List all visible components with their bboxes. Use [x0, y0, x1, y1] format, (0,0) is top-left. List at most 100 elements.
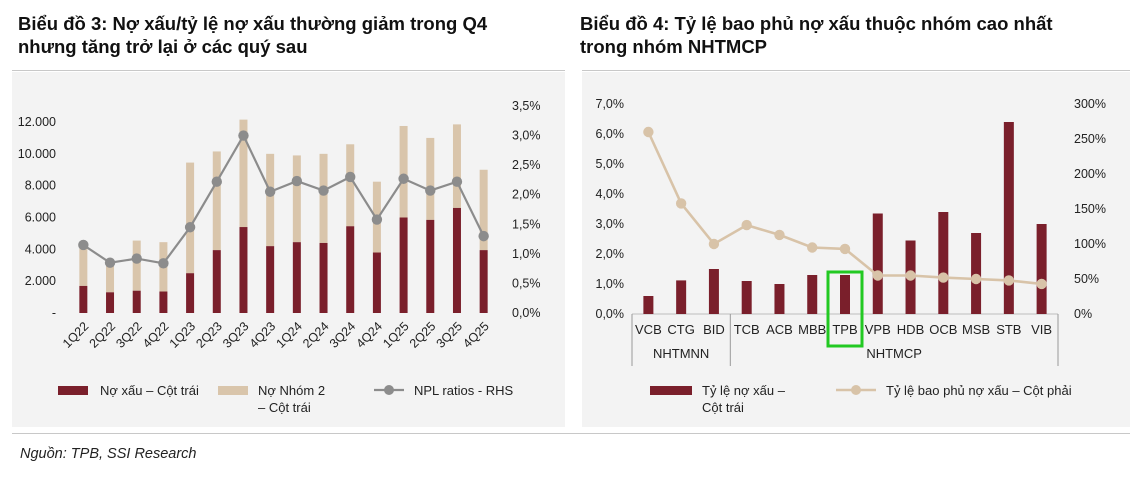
x-tick-label: 1Q23 — [167, 319, 199, 351]
x-tick-label: VPB — [865, 322, 891, 337]
group2-bar — [426, 137, 435, 220]
x-tick-label: MBB — [798, 322, 826, 337]
group2-bar — [346, 144, 355, 227]
x-tick-label: 3Q24 — [327, 319, 359, 351]
right-tick-label: 3,5% — [512, 99, 541, 113]
x-tick-label: 3Q25 — [434, 319, 466, 351]
npl-bar — [239, 227, 248, 313]
group2-bar — [106, 263, 115, 293]
npl-bar — [452, 207, 461, 313]
legend-ratio-label: NPL ratios - RHS — [414, 383, 514, 398]
x-tick-label: 1Q24 — [273, 319, 305, 351]
npl-ratio-point — [451, 176, 463, 187]
npl-bar — [372, 252, 381, 313]
npl-ratio-point — [104, 257, 116, 268]
left-tick-label: 5,0% — [596, 157, 625, 171]
right-tick-label: 0% — [1074, 307, 1092, 321]
chart4-title: Biểu đồ 4: Tỷ lệ bao phủ nợ xấu thuộc nh… — [580, 12, 1140, 58]
right-tick-label: 50% — [1074, 272, 1099, 286]
npl-ratio-bar — [872, 213, 883, 314]
npl-bar — [266, 246, 275, 313]
x-tick-label: 2Q25 — [407, 319, 439, 351]
legend-coverage-marker — [851, 385, 861, 395]
legend-group2-label: Nợ Nhóm 2 — [258, 383, 325, 398]
npl-ratio-bar — [938, 212, 949, 314]
npl-bar — [159, 291, 168, 313]
x-tick-label: TPB — [832, 322, 857, 337]
npl-ratio-point — [211, 176, 222, 187]
coverage-point — [708, 238, 720, 250]
chart3-title-divider — [12, 70, 565, 71]
source-note: Nguồn: TPB, SSI Research — [20, 446, 197, 462]
npl-bar — [186, 273, 195, 313]
legend-ratio-marker — [384, 385, 394, 395]
left-tick-label: 3,0% — [596, 217, 625, 231]
left-tick-label: 4,0% — [596, 187, 625, 201]
chart4-panel: 0,0% 1,0% 2,0% 3,0% 4,0% 5,0% 6,0% 7,0% 0% 50% 100… — [582, 72, 1130, 427]
legend-npl-label: Tỷ lệ nợ xấu – — [702, 383, 786, 398]
coverage-point — [675, 198, 687, 209]
chart4-title-divider — [582, 70, 1130, 71]
x-tick-label: CTG — [667, 322, 694, 337]
left-tick-label: 4.000 — [25, 242, 56, 256]
right-tick-label: 200% — [1074, 167, 1106, 181]
chart3-svg: - 2.000 4.000 6.000 8.000 10.000 12.000 0,0% 0,5… — [18, 99, 541, 415]
right-tick-label: 2,5% — [512, 158, 541, 172]
group2-bar — [239, 119, 248, 228]
x-tick-label: BID — [703, 322, 725, 337]
legend-npl-swatch — [650, 386, 692, 395]
left-tick-label: 0,0% — [596, 307, 625, 321]
coverage-point — [905, 270, 916, 281]
group2-bar — [292, 155, 301, 243]
coverage-point — [807, 242, 818, 253]
left-tick-label: 12.000 — [18, 115, 56, 129]
npl-ratio-point — [345, 171, 356, 183]
x-tick-label: STB — [996, 322, 1021, 337]
group2-bar — [186, 162, 195, 274]
x-tick-label: 4Q24 — [353, 319, 385, 351]
x-tick-label: OCB — [929, 322, 957, 337]
x-tick-label: MSB — [962, 322, 990, 337]
npl-bar — [479, 250, 488, 313]
npl-ratio-point — [425, 185, 436, 196]
x-tick-label: ACB — [766, 322, 793, 337]
right-tick-label: 300% — [1074, 97, 1106, 111]
coverage-point — [643, 126, 654, 138]
npl-bar — [79, 285, 88, 313]
group-label: NHTMNN — [653, 346, 709, 361]
left-tick-label: 7,0% — [596, 97, 625, 111]
x-tick-label: 2Q23 — [193, 319, 225, 351]
npl-ratio-bar — [676, 280, 687, 314]
npl-bar — [106, 292, 115, 313]
legend-npl-label: Nợ xấu – Cột trái — [100, 383, 199, 398]
group2-bar — [212, 151, 221, 251]
chart3-title: Biểu đồ 3: Nợ xấu/tỷ lệ nợ xấu thường gi… — [18, 12, 558, 58]
x-tick-label: 3Q22 — [113, 319, 145, 351]
npl-ratio-bar — [708, 269, 719, 314]
left-tick-label: 10.000 — [18, 147, 56, 161]
coverage-point — [938, 272, 949, 283]
left-tick-label: 2,0% — [596, 247, 625, 261]
npl-ratio-point — [318, 185, 329, 196]
coverage-point — [1036, 278, 1047, 290]
title-line-0: Biểu đồ 3: Nợ xấu/tỷ lệ nợ xấu thường gi… — [18, 13, 488, 34]
tpb-highlight-box — [826, 270, 864, 348]
left-tick-label: - — [52, 306, 56, 320]
npl-bar — [426, 219, 435, 313]
x-tick-label: 2Q24 — [300, 319, 332, 351]
npl-bar — [132, 290, 141, 313]
x-tick-label: TCB — [734, 322, 760, 337]
right-tick-label: 100% — [1074, 237, 1106, 251]
chart3-panel: - 2.000 4.000 6.000 8.000 10.000 12.000 0,0% 0,5… — [12, 72, 565, 427]
chart4-svg: 0,0% 1,0% 2,0% 3,0% 4,0% 5,0% 6,0% 7,0% 0% 50% 100… — [596, 97, 1106, 415]
group2-bar — [399, 125, 408, 218]
x-tick-label: VIB — [1031, 322, 1052, 337]
right-tick-label: 0,0% — [512, 306, 541, 320]
x-tick-label: 4Q23 — [247, 319, 279, 351]
npl-ratio-bar — [971, 233, 982, 314]
npl-ratio-bar — [807, 275, 818, 314]
npl-ratio-bar — [1036, 224, 1047, 314]
left-tick-label: 8.000 — [25, 179, 56, 193]
title-line-1: trong nhóm NHTMCP — [580, 36, 768, 57]
right-tick-label: 2,0% — [512, 188, 541, 202]
